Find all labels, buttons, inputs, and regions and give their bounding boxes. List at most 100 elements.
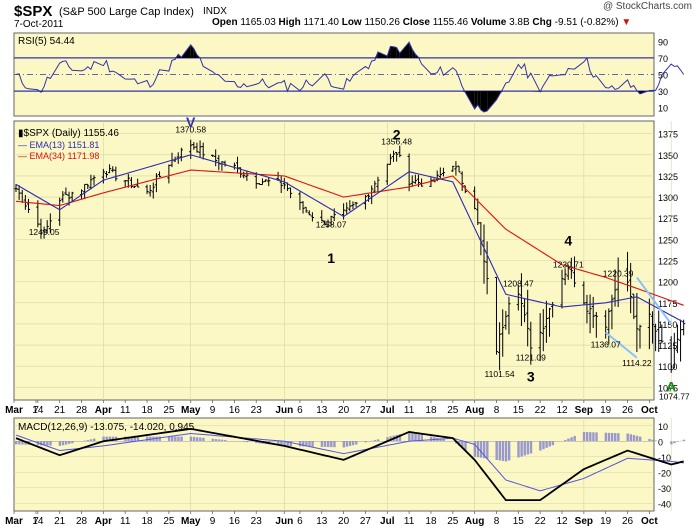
x-tick-label: Sep	[575, 405, 593, 416]
macd-histogram-bar	[15, 441, 18, 445]
macd-histogram-bar	[517, 441, 520, 458]
x-tick-label: 26	[622, 405, 634, 416]
macd-histogram-bar	[68, 441, 71, 444]
macd-histogram-bar	[46, 441, 49, 446]
macd-histogram-bar	[330, 441, 333, 448]
macd-histogram-bar	[473, 441, 477, 457]
x-tick-label: 15	[513, 516, 525, 527]
close-label: Close	[402, 17, 430, 28]
x-tick-label: 22	[535, 405, 547, 416]
x-tick-label: 14	[32, 405, 44, 416]
macd-histogram-bar	[545, 441, 548, 448]
macd-histogram-bar	[102, 436, 105, 442]
macd-histogram-bar	[567, 438, 570, 442]
macd-histogram-bar	[582, 431, 586, 442]
x-tick-label: Oct	[641, 405, 658, 416]
macd-histogram-bar	[127, 436, 130, 442]
legend-ema13: — EMA(13) 1151.81	[18, 140, 99, 150]
macd-histogram-bar	[542, 441, 545, 450]
x-tick-label: 25	[163, 516, 175, 527]
macd-histogram-bar	[632, 435, 636, 442]
rsi-y-tick: 90	[658, 37, 668, 47]
high-value: 1171.40	[303, 17, 339, 28]
x-tick-label: 26	[622, 516, 634, 527]
x-tick-label: 13	[316, 516, 328, 527]
rsi-y-tick: 10	[658, 104, 668, 114]
macd-histogram-bar	[258, 441, 261, 444]
macd-histogram-bar	[61, 441, 65, 446]
macd-histogram-bar	[105, 436, 108, 442]
macd-histogram-bar	[342, 441, 345, 448]
x-tick-label: Jun	[275, 516, 293, 527]
rsi-overbought-fill	[418, 57, 422, 58]
x-tick-label: 16	[229, 516, 241, 527]
price-y-tick: 1350	[658, 151, 678, 161]
x-tick-label: Mar	[5, 516, 23, 527]
macd-histogram-bar	[660, 441, 664, 443]
x-tick-label: 25	[163, 405, 175, 416]
macd-histogram-bar	[523, 441, 526, 456]
macd-y-tick: -20	[658, 468, 671, 478]
macd-histogram-bar	[111, 436, 115, 442]
macd-histogram-bar	[629, 434, 633, 442]
macd-histogram-bar	[504, 441, 508, 462]
macd-histogram-bar	[130, 436, 133, 442]
price-y-tick: 1200	[658, 278, 678, 288]
macd-histogram-bar	[89, 439, 93, 442]
macd-histogram-bar	[373, 440, 377, 442]
x-tick-label: 8	[494, 516, 500, 527]
price-annotation: 1220.39	[603, 268, 634, 278]
macd-y-tick: -40	[658, 499, 671, 509]
macd-histogram-bar	[585, 432, 589, 442]
volume-label: Volume	[470, 17, 507, 28]
macd-histogram-bar	[595, 432, 598, 442]
x-tick-label: 28	[76, 516, 88, 527]
x-tick-label: 23	[251, 405, 263, 416]
x-tick-label: 15	[513, 405, 525, 416]
macd-histogram-bar	[564, 439, 567, 442]
x-tick-label: 27	[360, 516, 372, 527]
macd-histogram-bar	[476, 441, 480, 458]
rsi-y-tick: 70	[658, 54, 668, 64]
macd-histogram-bar	[604, 432, 608, 442]
low-value: 1150.26	[364, 17, 400, 28]
x-tick-label: 22	[535, 516, 547, 527]
macd-histogram-bar	[673, 441, 676, 444]
trendline	[636, 276, 673, 325]
x-tick-label: 20	[338, 405, 350, 416]
volume-value: 3.8B	[509, 17, 530, 28]
macd-histogram-bar	[348, 441, 352, 446]
price-annotation: 1249.05	[29, 227, 60, 237]
macd-histogram-bar	[420, 434, 423, 442]
x-tick-label: Mar	[5, 405, 23, 416]
x-tick-label: 12	[556, 405, 568, 416]
price-annotation: 1101.54	[485, 369, 515, 379]
macd-histogram-bar	[158, 436, 161, 442]
macd-histogram-bar	[570, 437, 573, 442]
x-tick-label: 18	[141, 516, 153, 527]
price-annotation: 1121.09	[516, 352, 546, 362]
macd-histogram-bar	[277, 441, 280, 446]
rsi-overbought-fill	[399, 42, 410, 58]
macd-histogram-bar	[136, 436, 140, 442]
x-tick-label: 8	[494, 405, 500, 416]
x-tick-label: 18	[425, 516, 437, 527]
macd-histogram-bar	[49, 441, 52, 446]
chart-date: 7-Oct-2011	[14, 19, 64, 30]
legend-price: ▮$SPX (Daily) 1155.46	[18, 128, 119, 139]
macd-histogram-bar	[614, 433, 617, 442]
macd-histogram-bar	[592, 432, 595, 442]
macd-histogram-bar	[64, 441, 68, 445]
elliott-wave-label: 1	[327, 250, 335, 266]
macd-histogram-bar	[417, 433, 420, 442]
macd-histogram-bar	[255, 441, 258, 444]
macd-histogram-bar	[411, 432, 414, 442]
macd-histogram-bar	[495, 441, 498, 461]
macd-histogram-bar	[607, 432, 611, 442]
price-y-tick: 1250	[658, 235, 678, 245]
macd-histogram-bar	[526, 441, 530, 455]
close-value: 1155.46	[432, 17, 469, 28]
rsi-overbought-fill	[409, 42, 413, 58]
macd-histogram-bar	[146, 436, 149, 442]
macd-histogram-bar	[345, 441, 349, 447]
